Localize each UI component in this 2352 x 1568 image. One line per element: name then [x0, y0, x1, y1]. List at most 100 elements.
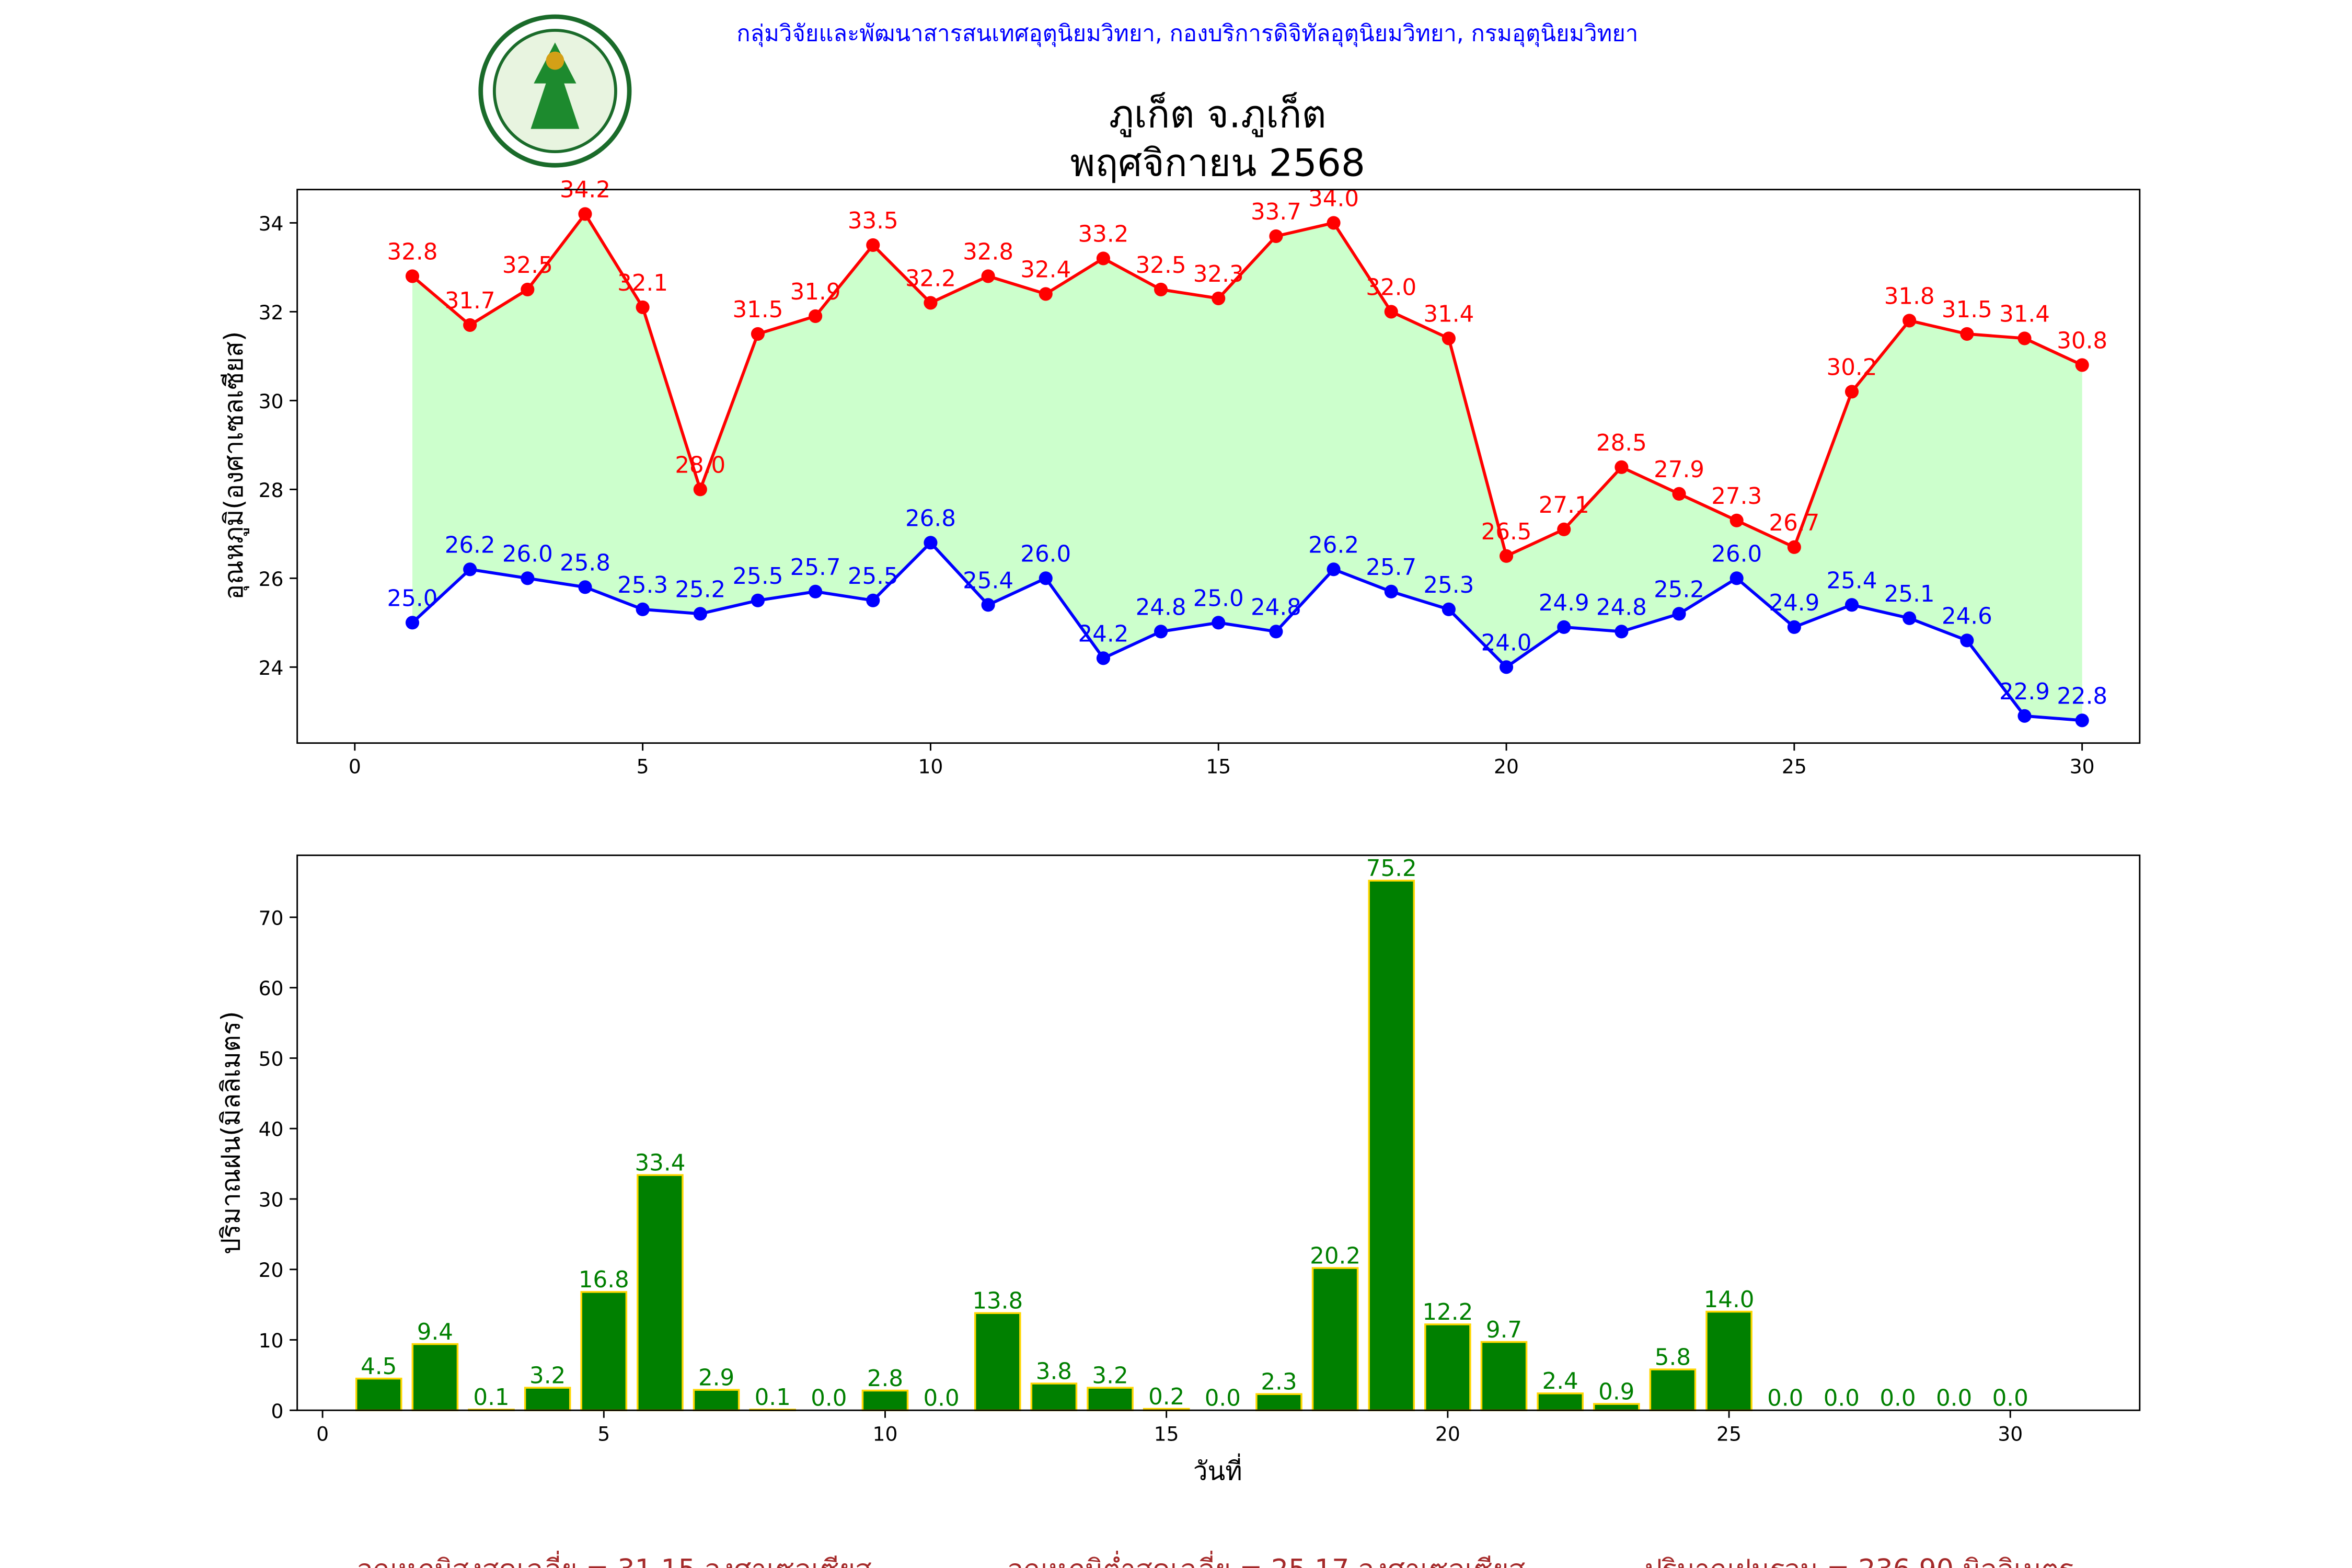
temp-ytick-label: 30 [259, 390, 284, 413]
temp-ytick-label: 34 [259, 212, 284, 235]
rain-bar-label: 0.0 [1880, 1386, 1916, 1412]
rain-bar-label: 9.4 [417, 1319, 453, 1345]
min-temp-label: 25.5 [733, 563, 783, 590]
min-temp-line [411, 540, 2082, 722]
rain-plot-frame [296, 854, 2141, 1411]
max-temp-point [1154, 282, 1168, 296]
max-temp-label: 32.3 [1193, 261, 1244, 287]
rain-bar-label: 12.2 [1422, 1299, 1473, 1325]
max-temp-label: 32.0 [1366, 274, 1416, 301]
max-temp-label: 32.4 [1020, 257, 1071, 283]
rain-bar-label: 16.8 [579, 1267, 629, 1293]
max-temp-point [2017, 331, 2032, 345]
min-temp-label: 25.1 [1884, 581, 1935, 607]
min-temp-point [809, 584, 823, 598]
rain-bar [1649, 1368, 1697, 1411]
max-temp-point [981, 269, 995, 283]
max-temp-point [1096, 251, 1110, 266]
rain-xtick-label: 5 [597, 1422, 610, 1445]
rain-bar-label: 0.1 [473, 1385, 509, 1411]
max-temp-label: 28.5 [1596, 430, 1647, 456]
max-temp-label: 27.3 [1711, 483, 1762, 510]
min-temp-label: 25.4 [963, 568, 1013, 594]
temp-ytick-label: 32 [259, 301, 284, 324]
min-temp-point [1442, 602, 1456, 616]
rain-bar-label: 14.0 [1704, 1287, 1755, 1313]
min-temp-label: 26.0 [1711, 541, 1762, 567]
max-temp-label: 32.8 [963, 239, 1013, 265]
rain-ytick-label: 70 [259, 906, 284, 929]
min-temp-point [1730, 571, 1744, 585]
rain-bar-label: 3.8 [1036, 1358, 1072, 1385]
min-temp-label: 25.2 [1654, 577, 1704, 603]
min-temp-label: 24.0 [1481, 630, 1532, 656]
min-temp-label: 24.8 [1136, 594, 1186, 620]
min-temp-point [1096, 651, 1110, 665]
logo [478, 14, 632, 168]
max-temp-point [1787, 540, 1801, 554]
temp-ylabel: อุณหภูมิ(องศาเซลเซียส) [218, 331, 249, 600]
max-temp-point [636, 300, 650, 314]
rain-bar-label: 0.0 [811, 1386, 847, 1412]
max-temp-label: 31.5 [733, 297, 783, 323]
max-temp-label: 31.9 [790, 279, 841, 305]
max-temp-label: 33.5 [848, 208, 898, 234]
max-temp-label: 26.5 [1481, 519, 1532, 545]
min-temp-label: 24.9 [1769, 590, 1819, 616]
temp-ytick-label: 26 [259, 568, 284, 591]
max-temp-label: 32.8 [387, 239, 438, 265]
rain-bar [861, 1389, 909, 1412]
min-temp-label: 22.9 [1999, 679, 2050, 705]
footer-total-rain: ปริมาณฝนรวม = 236.90 มิลลิเมตร [1645, 1554, 2073, 1568]
min-temp-label: 25.3 [1423, 572, 1474, 598]
rain-bar [693, 1389, 740, 1411]
min-temp-label: 25.3 [617, 572, 668, 598]
rain-ytick-label: 50 [259, 1047, 284, 1070]
temp-ytick-label: 28 [259, 479, 284, 502]
rain-ytick-label: 0 [271, 1400, 284, 1423]
max-temp-point [1903, 314, 1917, 328]
title-line1: ภูเก็ต จ.ภูเก็ต [1109, 93, 1327, 137]
rain-xtick-label: 20 [1435, 1422, 1460, 1445]
min-temp-label: 26.2 [445, 532, 495, 558]
rain-bar [637, 1174, 684, 1412]
max-temp-point [866, 238, 880, 252]
max-temp-point [1269, 229, 1283, 243]
rain-bar-label: 0.0 [1767, 1386, 1803, 1412]
min-temp-point [2017, 709, 2032, 723]
rain-bar [1368, 880, 1415, 1411]
rain-bar [411, 1343, 459, 1411]
max-temp-point [1672, 487, 1686, 501]
min-temp-label: 25.2 [675, 577, 725, 603]
temp-xtick-label: 15 [1206, 755, 1231, 778]
min-temp-label: 26.8 [905, 505, 956, 532]
rain-bar-label: 75.2 [1366, 856, 1417, 882]
max-temp-label: 31.5 [1942, 297, 1992, 323]
rain-bar [1705, 1310, 1753, 1411]
max-temp-label: 32.1 [617, 270, 668, 296]
rain-xtick-label: 25 [1716, 1422, 1742, 1445]
rain-xlabel: วันที่ [1193, 1454, 1242, 1486]
rain-bar [1087, 1387, 1134, 1412]
max-temp-point [1730, 513, 1744, 527]
rain-ytick-label: 10 [259, 1329, 284, 1352]
min-temp-label: 26.0 [502, 541, 553, 567]
max-temp-point [693, 482, 707, 497]
rain-xtick-label: 30 [1998, 1422, 2023, 1445]
max-temp-label: 33.7 [1251, 199, 1301, 225]
min-temp-point [463, 562, 477, 577]
org-header: กลุ่มวิจัยและพัฒนาสารสนเทศอุตุนิยมวิทยา,… [736, 20, 1638, 47]
max-temp-point [521, 282, 535, 296]
rain-ytick-label: 30 [259, 1188, 284, 1211]
min-temp-label: 24.6 [1942, 603, 1992, 629]
rain-bar-label: 0.2 [1148, 1384, 1184, 1410]
max-temp-label: 33.2 [1078, 221, 1128, 247]
min-temp-point [1154, 625, 1168, 639]
min-temp-point [636, 602, 650, 616]
rain-ytick-label: 40 [259, 1118, 284, 1141]
rain-bar [1424, 1323, 1471, 1411]
max-temp-label: 27.9 [1654, 457, 1704, 483]
max-temp-label: 27.1 [1539, 492, 1589, 518]
temp-xtick-label: 20 [1494, 755, 1519, 778]
rain-bar-label: 33.4 [635, 1150, 685, 1176]
